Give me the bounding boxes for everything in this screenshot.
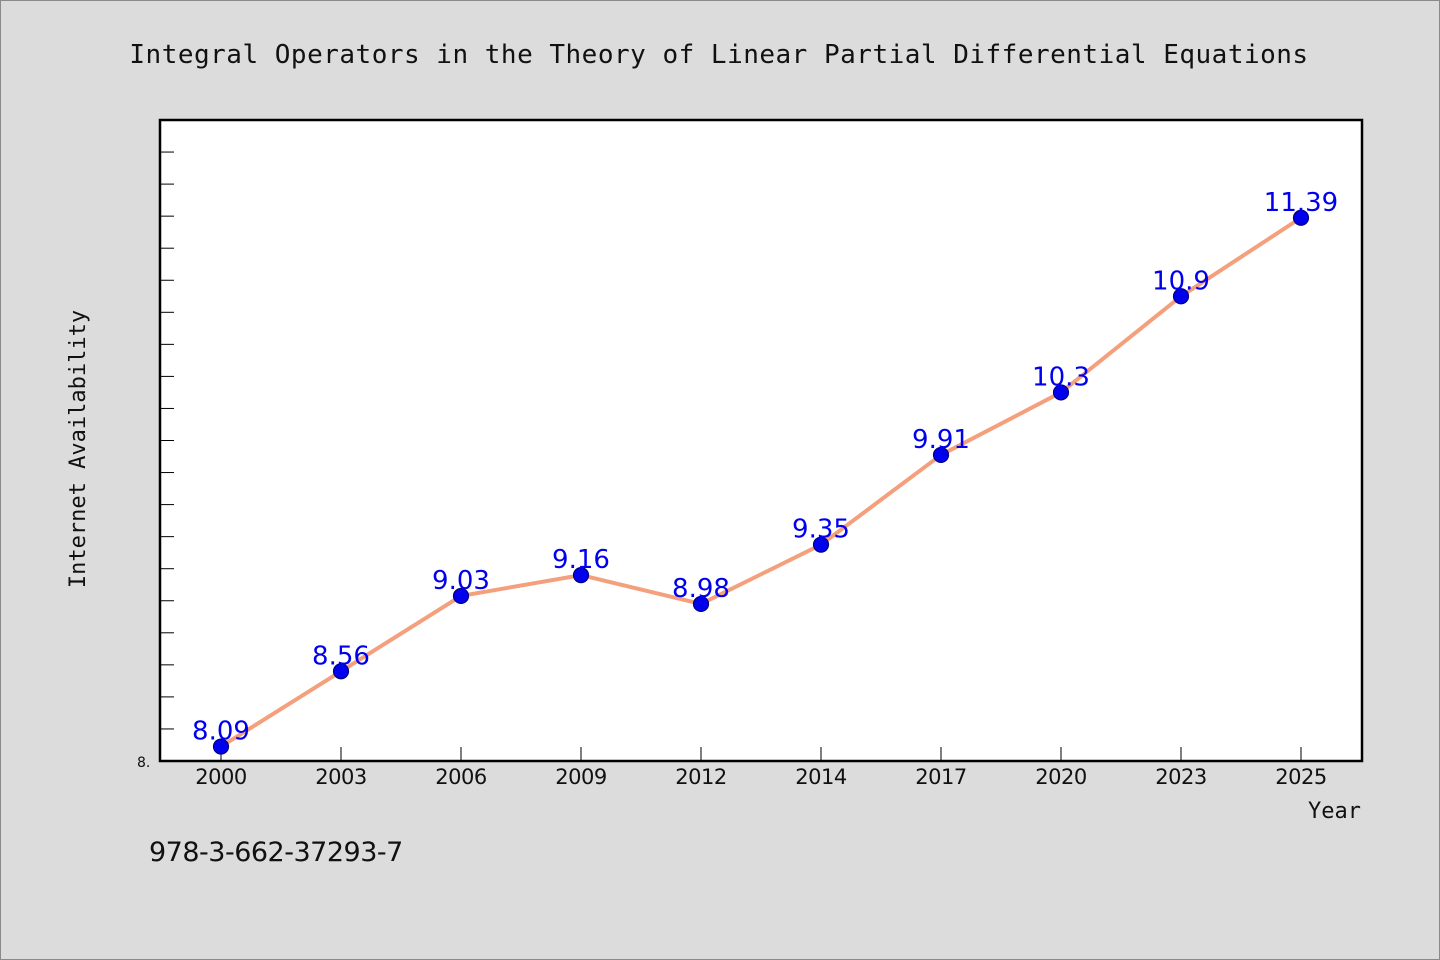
- isbn-footer: 978-3-662-37293-7: [149, 837, 403, 868]
- x-axis-tick-label: 2023: [1155, 765, 1206, 789]
- data-point: [572, 567, 590, 584]
- x-axis-tick-label: 2000: [195, 765, 246, 789]
- data-label: 8.56: [312, 641, 370, 671]
- x-axis-ticks: [220, 747, 1302, 761]
- data-label: 9.35: [792, 515, 850, 545]
- data-point: [1052, 384, 1070, 401]
- data-label: 10.9: [1152, 266, 1210, 296]
- y-axis-label: Internet Availability: [66, 310, 91, 588]
- x-axis-label: Year: [1308, 799, 1361, 824]
- chart-title: Integral Operators in the Theory of Line…: [129, 40, 1308, 70]
- data-point: [452, 587, 470, 605]
- data-label: 9.16: [552, 545, 610, 575]
- data-point: [1292, 209, 1310, 226]
- data-point: [692, 595, 710, 613]
- x-axis-tick-label: 2009: [555, 765, 606, 789]
- series-internet-availability: 8.09 8.56 9.03 9.16 8.98 9.35 9.91 10.3 10.9 11.3…: [192, 188, 1338, 755]
- data-label: 10.3: [1032, 362, 1090, 392]
- data-label: 9.03: [432, 566, 490, 596]
- data-point: [1172, 288, 1190, 305]
- x-axis-tick-label: 2014: [795, 765, 847, 789]
- y-axis-min-tick-label: 8.: [137, 755, 150, 771]
- data-label: 9.91: [912, 425, 970, 455]
- data-label: 8.98: [672, 574, 730, 604]
- y-axis-ticks: [160, 151, 174, 730]
- series-line: [219, 215, 1303, 749]
- data-point: [332, 663, 350, 680]
- plot-area: [158, 118, 1364, 763]
- x-axis-tick-label: 2003: [315, 765, 366, 789]
- data-point: [812, 536, 830, 553]
- x-axis-tick-label: 2020: [1035, 765, 1086, 789]
- x-axis-tick-label: 2017: [915, 765, 966, 789]
- data-label: 8.09: [192, 717, 250, 747]
- x-axis-tick-label: 2012: [675, 765, 726, 789]
- x-axis-tick-label: 2025: [1275, 765, 1326, 789]
- data-point: [212, 738, 230, 755]
- x-axis-tick-label: 2006: [435, 765, 487, 789]
- data-point: [932, 446, 950, 464]
- x-axis-tick-labels: 2000 2003 2006 2009 2012 2014 2017 2020 2023 2025: [195, 765, 1327, 789]
- data-label: 11.39: [1264, 188, 1338, 218]
